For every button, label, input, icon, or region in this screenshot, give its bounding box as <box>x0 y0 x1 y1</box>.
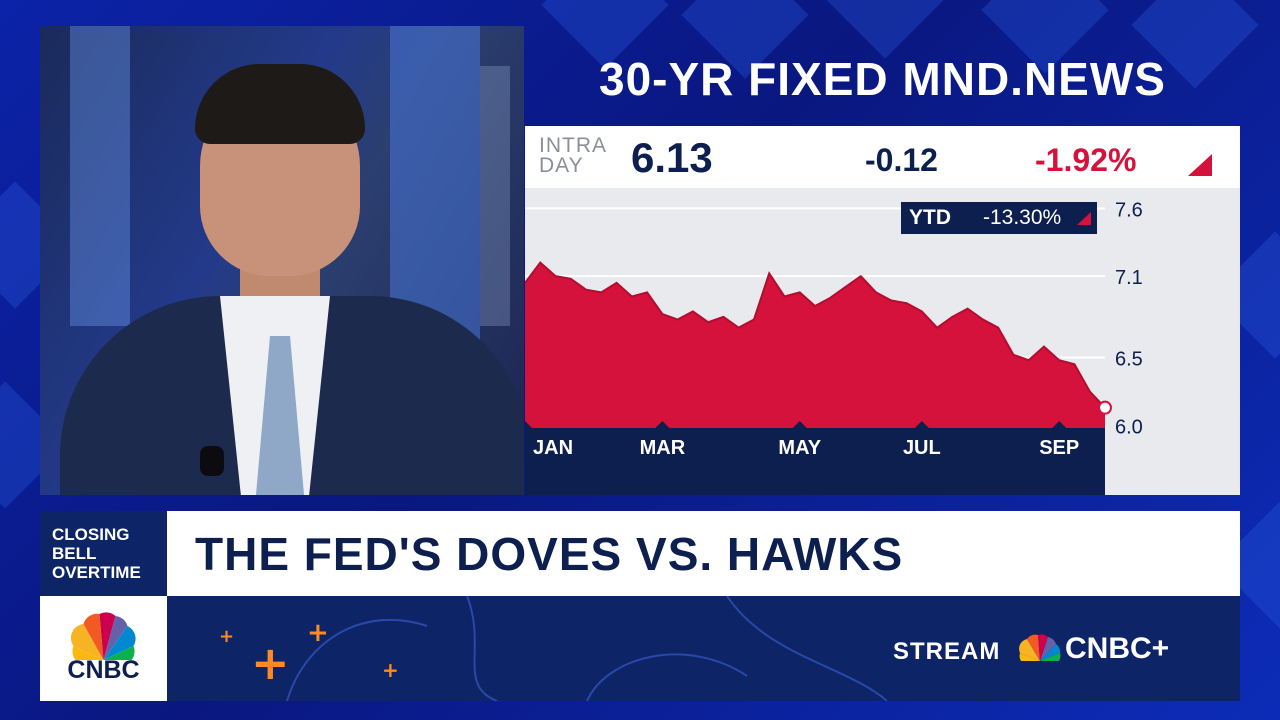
chart-title: 30-YR FIXED MND.NEWS <box>599 53 1166 105</box>
y-tick-label: 7.1 <box>1115 267 1143 289</box>
ytd-label: YTD <box>909 206 951 229</box>
intraday-label-line1: INTRA <box>539 134 607 157</box>
y-tick-label: 6.0 <box>1115 416 1143 438</box>
cnbc-logo-text: CNBC <box>67 656 140 684</box>
rate-area <box>525 262 1105 428</box>
x-tick-label: SEP <box>1039 437 1079 459</box>
plus-icon: + <box>382 658 399 682</box>
intraday-label-line2: DAY <box>539 154 584 177</box>
quote-bar: INTRA DAY 6.13 -0.12 -1.92% <box>525 126 1240 188</box>
ytd-value: -13.30% <box>983 206 1062 229</box>
x-axis-bar <box>525 428 1105 495</box>
y-tick-label: 6.5 <box>1115 348 1143 370</box>
cnbc-logo: CNBC <box>40 596 167 701</box>
x-tick-label: JAN <box>533 437 573 459</box>
x-tick-label: MAY <box>778 437 821 459</box>
peacock-small-icon <box>1019 634 1061 661</box>
show-name-line2: BELL <box>52 544 97 563</box>
rate-line <box>525 261 1106 409</box>
rate-change-percent: -1.92% <box>1035 142 1137 178</box>
rate-chart: 7.6 7.1 6.5 6.0 JAN MAR MAY JUL SEP <box>525 199 1143 495</box>
decorative-curves <box>286 596 888 701</box>
x-tick-label: MAR <box>640 437 686 459</box>
headline: THE FED'S DOVES VS. HAWKS <box>195 528 904 580</box>
ytd-triangle-icon <box>1077 212 1091 225</box>
headline-box: THE FED'S DOVES VS. HAWKS <box>167 511 1240 596</box>
peacock-icon <box>70 612 136 660</box>
cnbc-plus-brand: CNBC+ <box>1065 632 1170 665</box>
show-name-line1: CLOSING <box>52 525 130 544</box>
anchor-hair <box>195 64 365 144</box>
promo-bar: + + + + STREAM CNBC+ <box>167 596 1240 701</box>
x-tick-label: JUL <box>903 437 941 459</box>
ytd-badge: YTD -13.30% <box>901 202 1097 234</box>
x-tick-marker <box>792 421 807 428</box>
down-triangle-icon <box>1188 154 1212 176</box>
x-tick-marker <box>655 421 670 428</box>
plus-icon: + <box>307 618 329 648</box>
video-feed <box>40 26 524 495</box>
show-name-box: CLOSING BELL OVERTIME <box>40 511 167 596</box>
x-tick-marker <box>914 421 929 428</box>
show-name-line3: OVERTIME <box>52 563 141 582</box>
plus-icon: + <box>251 636 290 690</box>
stream-label: STREAM <box>893 638 1001 665</box>
x-tick-marker <box>1052 421 1067 428</box>
chart-area: 7.6 7.1 6.5 6.0 JAN MAR MAY JUL SEP YTD -13.30% <box>525 188 1240 495</box>
lapel-mic-icon <box>200 446 224 476</box>
last-value-marker <box>1098 400 1112 415</box>
y-tick-label: 7.6 <box>1115 199 1143 221</box>
intraday-label: INTRA DAY <box>539 134 629 177</box>
plus-icon: + <box>219 626 235 647</box>
current-rate: 6.13 <box>631 134 713 181</box>
rate-change: -0.12 <box>865 142 938 178</box>
x-tick-marker <box>525 421 532 428</box>
